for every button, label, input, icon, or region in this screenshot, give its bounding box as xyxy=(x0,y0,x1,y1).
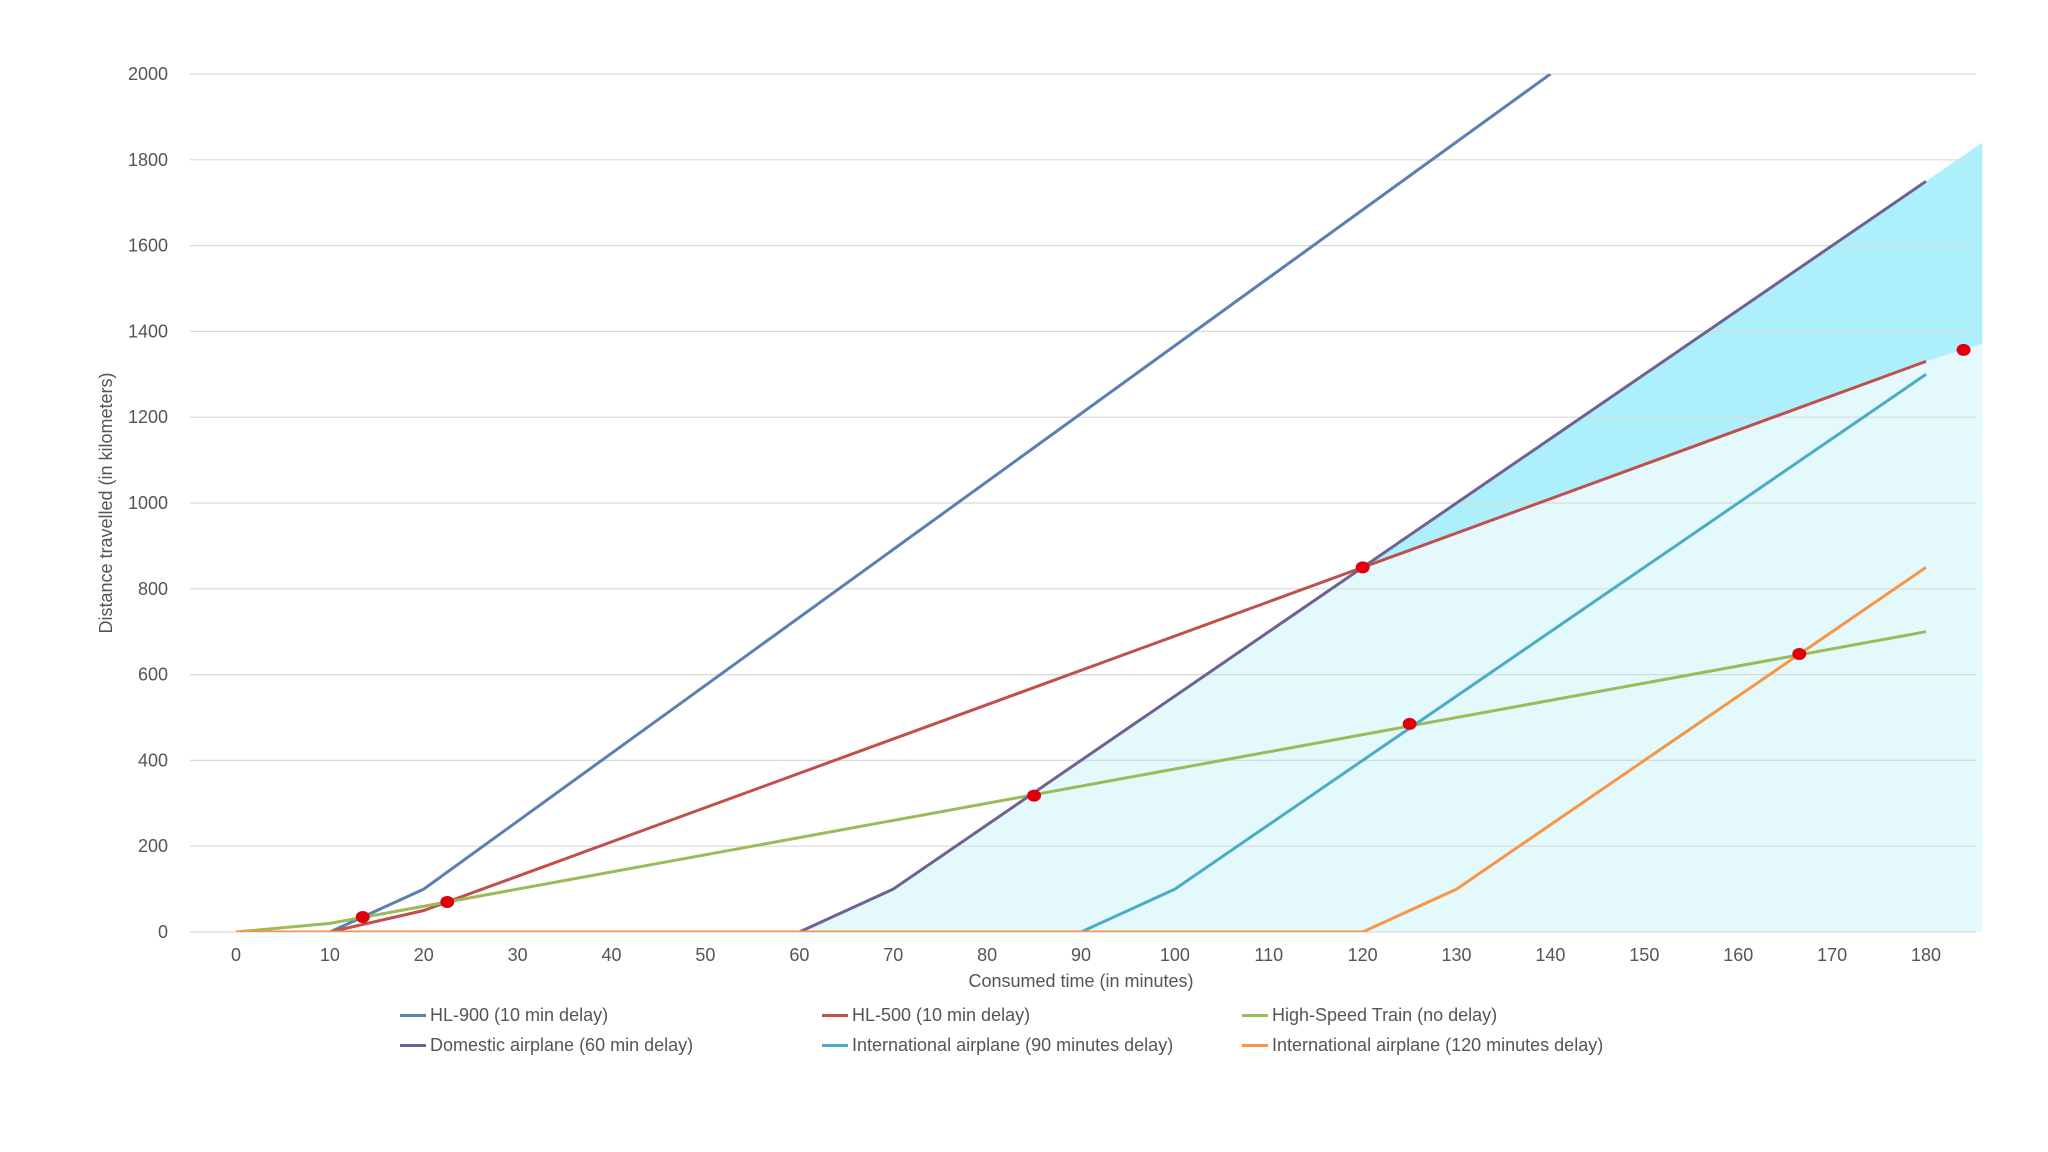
series-line-3 xyxy=(236,180,1927,932)
y-tick-label-2000: 2000 xyxy=(128,64,168,84)
x-tick-label-130: 130 xyxy=(1442,945,1472,965)
legend-item-5: International airplane (120 minutes dela… xyxy=(1242,1035,1603,1056)
y-tick-label-400: 400 xyxy=(138,750,168,770)
tick-labels: 0 200 400 600 800 1000 1200 1400 1600 1800 2000 0 10… xyxy=(128,64,1941,965)
legend-label-2: High-Speed Train (no delay) xyxy=(1272,1005,1498,1025)
series-line-1 xyxy=(236,359,1927,932)
x-tick-label-100: 100 xyxy=(1160,945,1190,965)
y-tick-label-800: 800 xyxy=(138,579,168,599)
shaded-region-1 xyxy=(1362,142,1983,568)
series-line-5 xyxy=(236,566,1927,932)
y-axis-title: Distance travelled (in kilometers) xyxy=(96,372,116,633)
y-tick-label-600: 600 xyxy=(138,665,168,685)
intersection-point-6 xyxy=(1956,343,1971,356)
legend: HL-900 (10 min delay) HL-500 (10 min dela… xyxy=(400,1005,1700,1075)
y-tick-label-1800: 1800 xyxy=(128,150,168,170)
legend-swatch-4 xyxy=(822,1044,848,1047)
x-tick-label-70: 70 xyxy=(883,945,903,965)
legend-swatch-2 xyxy=(1242,1014,1268,1017)
y-tick-label-0: 0 xyxy=(158,922,168,942)
series-lines xyxy=(235,74,1927,932)
legend-label-4: International airplane (90 minutes delay… xyxy=(852,1035,1174,1055)
series-line-4 xyxy=(236,373,1927,932)
x-tick-label-170: 170 xyxy=(1817,945,1847,965)
x-tick-label-60: 60 xyxy=(789,945,809,965)
intersection-point-2 xyxy=(1027,789,1042,802)
y-tick-label-1000: 1000 xyxy=(128,493,168,513)
x-tick-label-110: 110 xyxy=(1254,945,1283,965)
shaded-region-0 xyxy=(799,343,1983,932)
intersection-point-1 xyxy=(440,895,455,908)
x-tick-label-10: 10 xyxy=(320,945,340,965)
x-tick-label-20: 20 xyxy=(414,945,434,965)
y-tick-label-1200: 1200 xyxy=(128,407,168,427)
x-tick-label-0: 0 xyxy=(231,945,241,965)
legend-swatch-3 xyxy=(400,1044,426,1047)
legend-item-1: HL-500 (10 min delay) xyxy=(822,1005,1030,1026)
legend-label-3: Domestic airplane (60 min delay) xyxy=(430,1035,694,1055)
legend-item-3: Domestic airplane (60 min delay) xyxy=(400,1035,693,1056)
gridlines xyxy=(190,73,1976,933)
intersection-point-0 xyxy=(355,910,370,923)
x-tick-label-30: 30 xyxy=(508,945,528,965)
legend-label-0: HL-900 (10 min delay) xyxy=(430,1005,609,1025)
legend-swatch-1 xyxy=(822,1014,848,1017)
intersection-point-5 xyxy=(1792,648,1807,661)
x-tick-label-50: 50 xyxy=(695,945,715,965)
y-tick-label-200: 200 xyxy=(138,836,168,856)
x-tick-label-180: 180 xyxy=(1911,945,1941,965)
x-tick-label-120: 120 xyxy=(1348,945,1378,965)
intersection-point-4 xyxy=(1402,717,1417,730)
y-tick-label-1600: 1600 xyxy=(128,236,168,256)
legend-label-5: International airplane (120 minutes dela… xyxy=(1272,1035,1604,1055)
x-tick-label-140: 140 xyxy=(1535,945,1565,965)
intersection-point-3 xyxy=(1355,561,1370,574)
legend-swatch-0 xyxy=(400,1014,426,1017)
x-tick-label-160: 160 xyxy=(1723,945,1753,965)
intersection-points xyxy=(355,343,1971,923)
x-tick-label-40: 40 xyxy=(602,945,622,965)
y-tick-label-1400: 1400 xyxy=(128,321,168,341)
legend-swatch-5 xyxy=(1242,1044,1268,1047)
series-line-0 xyxy=(236,74,1552,932)
legend-item-0: HL-900 (10 min delay) xyxy=(400,1005,608,1026)
legend-item-4: International airplane (90 minutes delay… xyxy=(822,1035,1173,1056)
x-tick-label-90: 90 xyxy=(1071,945,1091,965)
x-axis-title: Consumed time (in minutes) xyxy=(968,971,1193,991)
series-line-2 xyxy=(235,630,1927,932)
legend-item-2: High-Speed Train (no delay) xyxy=(1242,1005,1497,1026)
legend-label-1: HL-500 (10 min delay) xyxy=(852,1005,1031,1025)
x-tick-label-80: 80 xyxy=(977,945,997,965)
shaded-regions xyxy=(799,142,1983,932)
x-tick-label-150: 150 xyxy=(1629,945,1659,965)
